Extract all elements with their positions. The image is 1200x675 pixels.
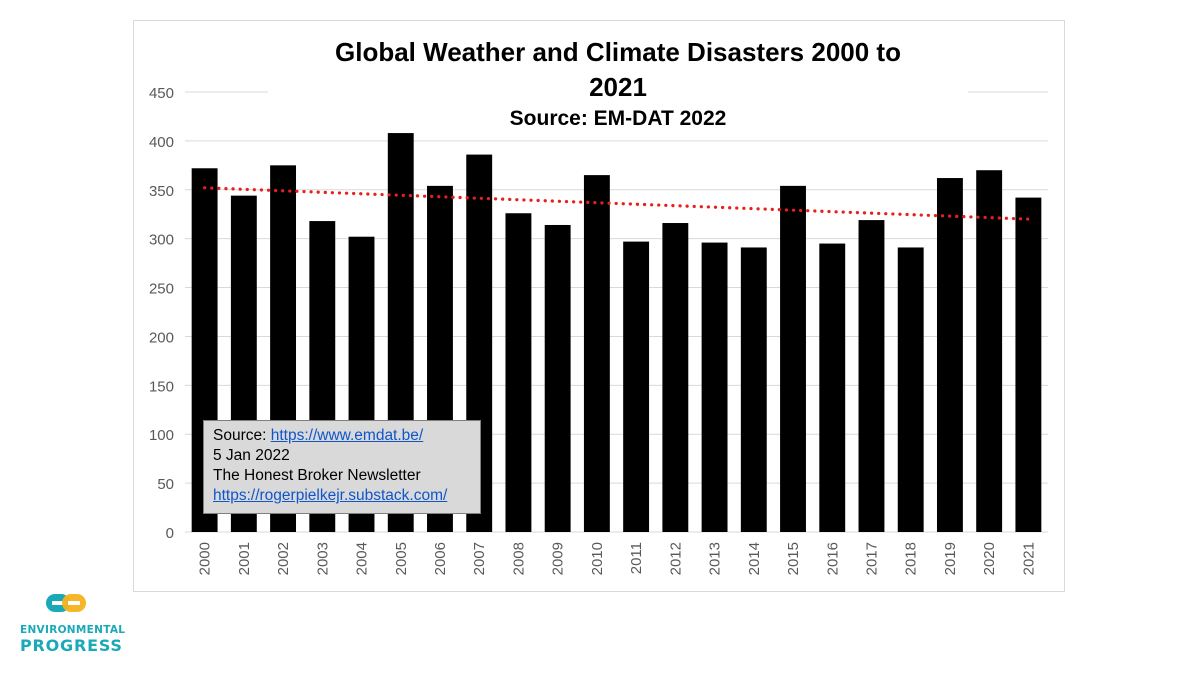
- x-tick-label: 2020: [981, 542, 998, 575]
- x-tick-label: 2017: [863, 542, 880, 575]
- logo-p-bar: [68, 601, 80, 605]
- source-annotation-box: Source: https://www.emdat.be/ 5 Jan 2022…: [203, 420, 481, 514]
- logo-line1: ENVIRONMENTAL: [20, 624, 126, 636]
- y-tick-label: 50: [157, 476, 174, 493]
- bar: [623, 241, 650, 532]
- x-tick-label: 2000: [197, 542, 214, 575]
- x-tick-label: 2016: [824, 542, 841, 575]
- bar: [662, 223, 689, 532]
- x-tick-label: 2013: [707, 542, 724, 575]
- x-tick-label: 2006: [432, 542, 449, 575]
- source-date: 5 Jan 2022: [213, 447, 290, 464]
- bar: [936, 178, 963, 533]
- x-tick-label: 2018: [903, 542, 920, 575]
- source-prefix: Source:: [213, 427, 271, 444]
- x-tick-label: 2001: [236, 542, 253, 575]
- bars: [191, 133, 1042, 533]
- x-axis-ticks: 2000 2001 2002 2003 2004 2005 2006 2007 2008 2009…: [197, 542, 1038, 575]
- x-tick-label: 2003: [314, 542, 331, 575]
- x-tick-label: 2007: [471, 542, 488, 575]
- x-tick-label: 2009: [550, 542, 567, 575]
- bar: [1015, 197, 1042, 532]
- logo-e-bar: [52, 601, 66, 605]
- bar: [819, 243, 846, 533]
- x-tick-label: 2011: [628, 542, 645, 574]
- y-axis-ticks: 0 50 100 150 200 250 300 350 400 450: [149, 85, 174, 542]
- newsletter-name: The Honest Broker Newsletter: [213, 467, 421, 484]
- y-tick-label: 0: [166, 525, 174, 542]
- bar: [858, 220, 885, 533]
- x-tick-label: 2005: [393, 542, 410, 575]
- emdat-link[interactable]: https://www.emdat.be/: [270, 427, 424, 444]
- x-tick-label: 2004: [354, 542, 371, 575]
- bar: [583, 175, 610, 532]
- x-tick-label: 2021: [1020, 542, 1037, 575]
- x-tick-label: 2019: [942, 542, 959, 575]
- trendline: [203, 186, 1030, 221]
- y-tick-label: 200: [149, 329, 174, 346]
- y-tick-label: 300: [149, 232, 174, 249]
- environmental-progress-logo-icon: [46, 594, 86, 612]
- chart-title-line2: 2021: [268, 70, 968, 104]
- x-tick-label: 2010: [589, 542, 606, 575]
- bar: [976, 170, 1003, 532]
- trendline-layer: [203, 186, 1030, 221]
- x-tick-label: 2002: [275, 542, 292, 575]
- y-tick-label: 250: [149, 281, 174, 298]
- chart-subtitle: Source: EM-DAT 2022: [268, 105, 968, 133]
- bar: [505, 213, 532, 532]
- logo-line2: PROGRESS: [20, 636, 123, 655]
- x-tick-label: 2008: [510, 542, 527, 575]
- x-tick-label: 2012: [667, 542, 684, 575]
- x-tick-label: 2014: [746, 542, 763, 575]
- bar: [780, 185, 806, 532]
- newsletter-link[interactable]: https://rogerpielkejr.substack.com/: [213, 487, 448, 504]
- x-tick-label: 2015: [785, 542, 802, 575]
- logo-wordmark: ENVIRONMENTAL PROGRESS: [20, 624, 126, 655]
- bar: [544, 224, 571, 532]
- bar: [897, 247, 924, 532]
- y-tick-label: 450: [149, 85, 174, 102]
- source-line: Source: https://www.emdat.be/: [213, 426, 471, 446]
- y-tick-label: 150: [149, 378, 174, 395]
- bar: [701, 242, 728, 533]
- bar: [740, 247, 767, 532]
- y-tick-label: 400: [149, 134, 174, 151]
- chart-title-line1: Global Weather and Climate Disasters 200…: [268, 35, 968, 69]
- y-tick-label: 350: [149, 183, 174, 200]
- y-tick-label: 100: [149, 427, 174, 444]
